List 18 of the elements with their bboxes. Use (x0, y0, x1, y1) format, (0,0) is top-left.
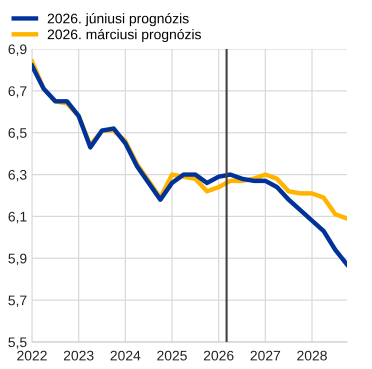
y-tick-label: 5,9 (8, 254, 26, 266)
y-tick-label: 6,5 (8, 128, 27, 140)
legend-label: 2026. márciusi prognózis (48, 28, 201, 42)
x-tick-label: 2023 (64, 350, 94, 361)
y-tick-label: 6,9 (8, 44, 26, 56)
y-tick-label: 5,7 (8, 296, 26, 307)
x-tick-label: 2026 (204, 350, 234, 361)
x-tick-label: 2024 (110, 350, 140, 361)
x-tick-label: 2028 (297, 350, 327, 361)
x-tick-label: 2022 (17, 350, 47, 361)
legend-label: 2026. júniusi prognózis (48, 13, 189, 26)
line-series (32, 64, 347, 267)
x-tick-label: 2027 (250, 350, 280, 361)
x-tick-label: 2025 (157, 350, 187, 361)
y-tick-label: 6,1 (8, 212, 26, 224)
y-tick-label: 6,7 (8, 86, 26, 98)
y-tick-label: 5,5 (8, 337, 27, 349)
y-tick-label: 6,3 (8, 170, 27, 182)
